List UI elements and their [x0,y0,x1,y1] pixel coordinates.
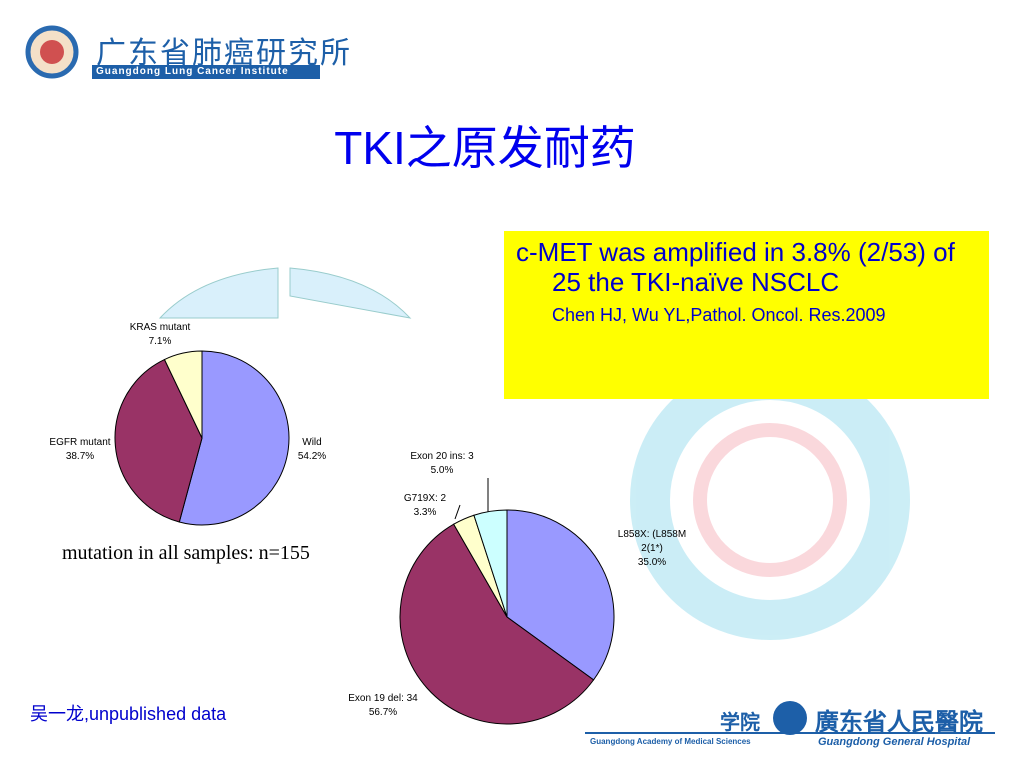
pie-slice [473,509,508,618]
footer-academy-en: Guangdong Academy of Medical Sciences [590,737,751,746]
slice-value-label: 35.0% [637,557,667,568]
slice-value-label: 56.7% [368,707,398,718]
footer-hospital-en: Guangdong General Hospital [818,736,971,748]
pie-slice [163,350,203,439]
slice-category: EGFR mutant [49,437,111,448]
slice-category: Exon 19 del: 34 [348,693,418,704]
logo-band [92,65,320,79]
logo-subtitle: Guangdong Lung Cancer Institute [96,66,289,77]
slice-category: G719X: 2 [403,493,447,504]
slice-label: KRAS mutant 7.1% [100,321,220,349]
slice-value-label: 5.0% [430,465,454,476]
slice-category: KRAS mutant [129,322,191,333]
note-text: c-MET was amplified in 3.8% (2/53) of 25… [516,237,955,297]
slice-label: EGFR mutant 38.7% [20,436,140,464]
note-box: c-MET was amplified in 3.8% (2/53) of 25… [504,231,989,399]
watermark [630,360,910,640]
footer-academy: 学院 [720,712,760,734]
footer-hospital: 廣东省人民醫院 [815,709,983,736]
logo-title: 广东省肺癌研究所 [96,36,352,71]
footnote: 吴一龙,unpublished data [30,704,227,724]
slice-label: L858X: (L858M 2(1*) 35.0% [592,528,712,570]
slice-value-label: 38.7% [65,451,95,462]
pie-slice [178,350,290,526]
slice-value-label: 3.3% [413,507,437,518]
hospital-icon [773,701,807,735]
pie-slice [399,523,595,725]
slice-category: L858X: (L858M 2(1*) [617,529,687,554]
slice-label: Exon 20 ins: 3 5.0% [382,450,502,478]
slice-label: G719X: 2 3.3% [365,492,485,520]
slice-value-label: 7.1% [148,336,172,347]
slice-value-label: 54.2% [297,451,327,462]
pie-slice [506,509,615,681]
pie-slice [114,358,203,523]
logo-icon [40,40,64,64]
leader-line [454,504,461,520]
slide-title: TKI之原发耐药 [334,122,636,174]
decor-arc [158,267,279,319]
slice-category: Exon 20 ins: 3 [410,451,474,462]
slice-category: Wild [302,437,322,448]
slice-label: Exon 19 del: 34 56.7% [323,692,443,720]
decor-arc [289,267,412,319]
caption: mutation in all samples: n=155 [62,542,310,564]
note-citation: Chen HJ, Wu YL,Pathol. Oncol. Res.2009 [552,305,886,325]
slice-label: Wild 54.2% [252,436,372,464]
